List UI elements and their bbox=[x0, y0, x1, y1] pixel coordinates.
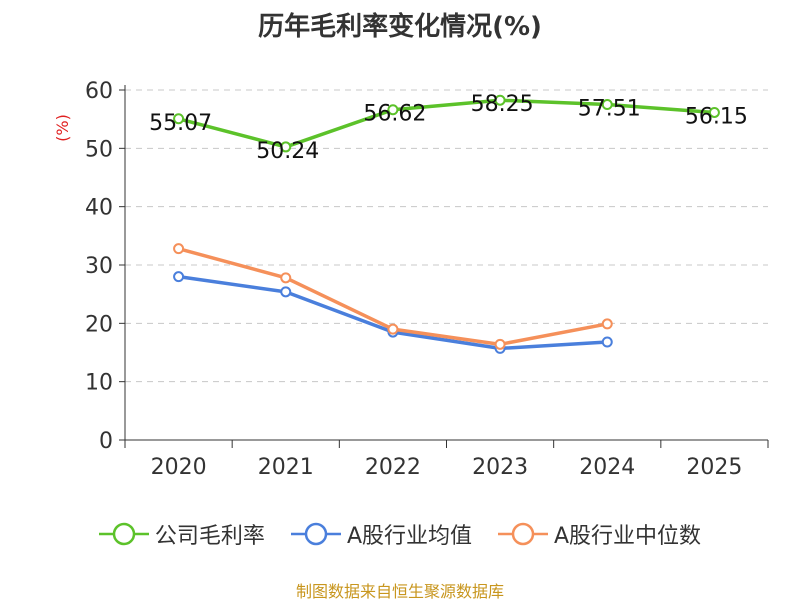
data-point bbox=[387, 104, 399, 116]
data-point bbox=[280, 141, 292, 153]
data-label: 56.15 bbox=[685, 104, 748, 129]
x-tick-label: 2020 bbox=[151, 455, 207, 480]
data-point bbox=[494, 94, 506, 106]
source-note: 制图数据来自恒生聚源数据库 bbox=[295, 582, 504, 601]
y-tick-label: 10 bbox=[85, 371, 113, 396]
legend-item[interactable]: A股行业中位数 bbox=[498, 518, 701, 550]
legend-item[interactable]: 公司毛利率 bbox=[98, 518, 265, 550]
data-point bbox=[601, 336, 613, 348]
legend-label: A股行业均值 bbox=[346, 524, 472, 549]
data-label: 55.07 bbox=[149, 111, 212, 136]
y-tick-label: 40 bbox=[85, 196, 113, 221]
series-line bbox=[176, 98, 717, 149]
series-lines bbox=[173, 94, 720, 354]
x-tick-label: 2021 bbox=[258, 455, 314, 480]
chart-title: 历年毛利率变化情况(%) bbox=[258, 12, 542, 42]
data-label: 56.62 bbox=[363, 102, 426, 127]
y-tick-label: 0 bbox=[99, 429, 113, 454]
data-point bbox=[708, 106, 720, 118]
data-labels: 55.07 50.24 56.62 58.25 57.51 56.15 bbox=[149, 92, 748, 164]
y-tick-label: 50 bbox=[85, 137, 113, 162]
data-label: 57.51 bbox=[578, 97, 641, 122]
data-label: 50.24 bbox=[256, 139, 319, 164]
data-point bbox=[280, 272, 292, 284]
legend-label: 公司毛利率 bbox=[154, 524, 265, 549]
data-point bbox=[494, 338, 506, 350]
legend-item[interactable]: A股行业均值 bbox=[290, 518, 472, 550]
grid-lines bbox=[125, 89, 768, 383]
data-point bbox=[387, 323, 399, 335]
legend: 公司毛利率 A股行业均值 A股行业中位数 bbox=[0, 518, 800, 550]
y-axis-label: (%) bbox=[53, 114, 72, 142]
data-point bbox=[173, 113, 185, 125]
legend-marker-icon bbox=[98, 522, 149, 546]
y-tick-label: 60 bbox=[85, 79, 113, 104]
x-tick-label: 2022 bbox=[365, 455, 421, 480]
axes: 0 10 20 30 40 50 60 2020 2021 2022 2023 2024 2025 (%) bbox=[53, 79, 769, 480]
x-tick-label: 2025 bbox=[686, 455, 742, 480]
x-tick-label: 2024 bbox=[579, 455, 635, 480]
data-point bbox=[173, 243, 185, 255]
data-point bbox=[601, 99, 613, 111]
y-tick-label: 30 bbox=[85, 254, 113, 279]
legend-label: A股行业中位数 bbox=[554, 524, 702, 549]
y-tick-label: 20 bbox=[85, 312, 113, 337]
data-point bbox=[280, 286, 292, 298]
x-tick-label: 2023 bbox=[472, 455, 528, 480]
data-label: 58.25 bbox=[471, 92, 534, 117]
legend-marker-icon bbox=[290, 522, 341, 546]
data-point bbox=[173, 271, 185, 283]
legend-marker-icon bbox=[498, 522, 548, 546]
data-point bbox=[601, 318, 613, 330]
